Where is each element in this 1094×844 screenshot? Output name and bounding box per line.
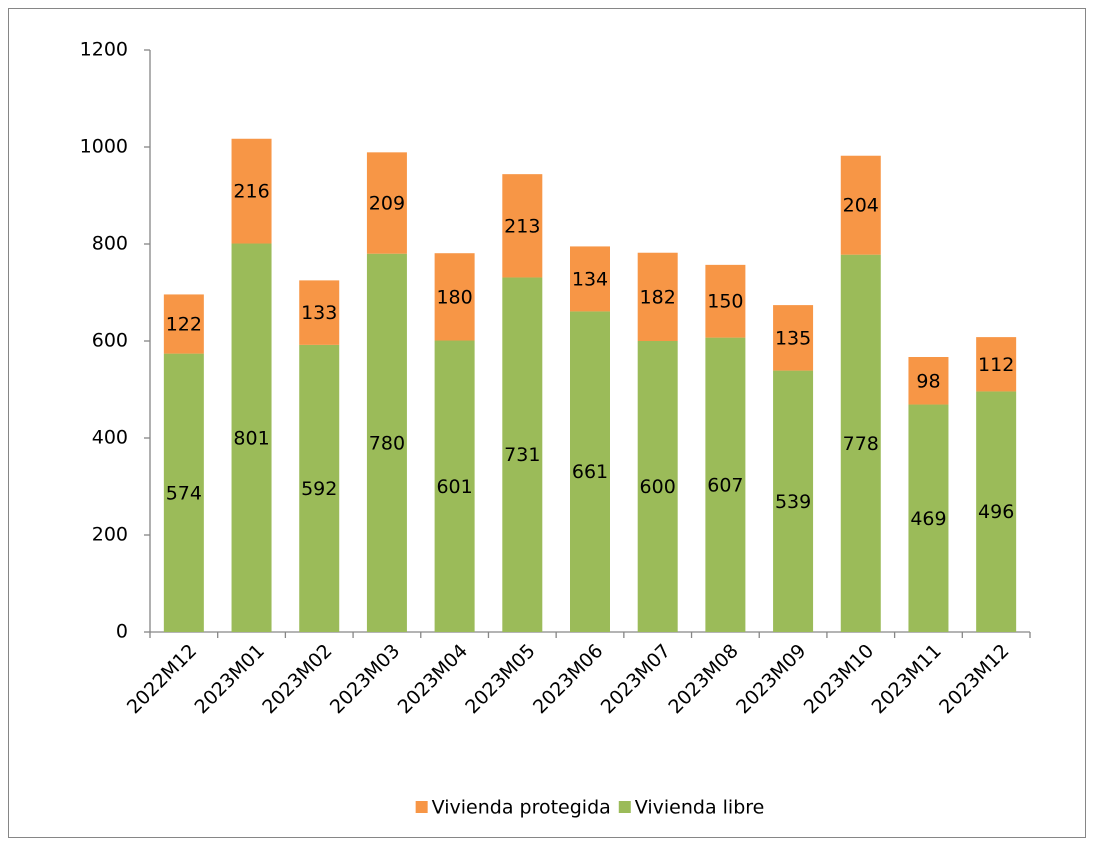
bar-segment [163, 353, 204, 632]
data-label: 592 [301, 478, 337, 500]
data-label: 801 [233, 427, 269, 449]
bar-segment [908, 357, 949, 405]
legend-label: Vivienda libre [635, 797, 765, 819]
legend-swatch [415, 801, 428, 813]
bar-segment [366, 253, 407, 632]
y-tick-label: 200 [92, 524, 128, 546]
data-label: 209 [369, 193, 405, 215]
bar-segment [705, 337, 746, 632]
data-label: 180 [436, 286, 472, 308]
data-label: 469 [910, 508, 946, 530]
data-label: 122 [166, 314, 202, 336]
y-tick-label: 0 [116, 621, 128, 643]
bar-segment [231, 243, 272, 632]
legend-label: Vivienda protegida [432, 797, 611, 819]
bar-segment [773, 370, 814, 632]
data-label: 98 [916, 370, 940, 392]
bar-segment [434, 340, 475, 632]
data-label: 135 [775, 327, 811, 349]
bar-segment [299, 280, 340, 345]
data-label: 182 [640, 286, 676, 308]
bar-segment [637, 252, 678, 341]
bar-segment [570, 246, 610, 312]
bar-segment [299, 344, 340, 632]
data-label: 134 [572, 268, 608, 290]
data-label: 661 [572, 461, 608, 483]
bar-segment [637, 341, 678, 632]
data-label: 601 [436, 476, 472, 498]
bar-segment [976, 391, 1017, 632]
data-label: 150 [707, 291, 743, 313]
bar-segment [976, 337, 1017, 392]
data-label: 574 [166, 482, 202, 504]
data-label: 600 [640, 476, 676, 498]
legend-swatch [618, 801, 631, 813]
data-label: 496 [978, 501, 1014, 523]
data-label: 539 [775, 491, 811, 513]
bar-segment [502, 174, 543, 278]
y-tick-label: 1000 [80, 136, 128, 158]
y-tick-label: 1200 [80, 39, 128, 61]
data-label: 112 [978, 354, 1014, 376]
bar-segment [705, 264, 746, 338]
data-label: 607 [707, 474, 743, 496]
bar-segment [840, 254, 881, 633]
data-label: 216 [233, 181, 269, 203]
bar-segment [434, 253, 475, 341]
bar-segment [908, 404, 949, 632]
bar-segment [570, 311, 610, 632]
data-label: 731 [504, 444, 540, 466]
data-label: 780 [369, 432, 405, 454]
data-label: 204 [843, 195, 879, 217]
y-tick-label: 600 [92, 330, 128, 352]
bar-segment [840, 155, 881, 255]
data-label: 213 [504, 215, 540, 237]
bar-segment [502, 277, 543, 632]
y-tick-label: 400 [92, 427, 128, 449]
legend: Vivienda protegida Vivienda libre [415, 797, 765, 819]
bar-segment [163, 294, 204, 354]
y-tick-label: 800 [92, 233, 128, 255]
bar-segment [773, 305, 814, 371]
bar-segment [366, 152, 407, 254]
data-label: 133 [301, 302, 337, 324]
data-label: 778 [843, 433, 879, 455]
bar-segment [231, 138, 272, 244]
